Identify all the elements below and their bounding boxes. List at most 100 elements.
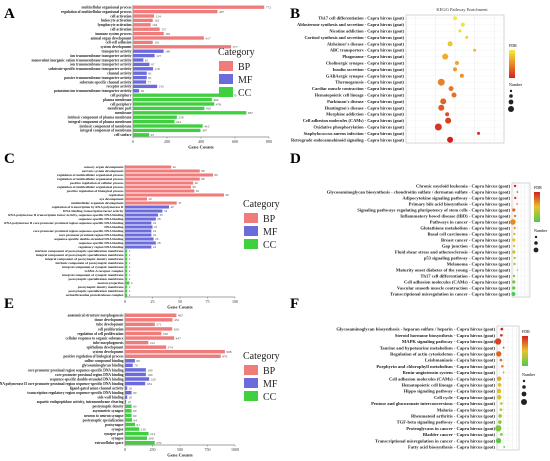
legend-label-cc: CC (263, 392, 277, 403)
pathway-label: Porphyrin and chlorophyll metabolism - C… (376, 364, 495, 369)
enrichment-dot (499, 408, 503, 412)
bar-mf (133, 80, 147, 84)
pathway-label: Taurine and hypotaurine metabolism - Cap… (380, 345, 496, 350)
enrichment-dot (438, 104, 445, 111)
bar-label: anatomical structure morphogenesis (68, 314, 124, 318)
bar-value-label: 212 (150, 341, 155, 345)
bar-value-label: 2 (129, 289, 131, 293)
x-axis-title: Gene Counts (167, 305, 193, 310)
bar-cc (125, 409, 132, 413)
pathway-label: Glycosaminoglycan biosynthesis - chondro… (327, 190, 511, 195)
bar-label: animal organ development (91, 36, 133, 40)
bar-value-label: 200 (149, 437, 154, 441)
size-legend-dot (534, 241, 538, 245)
bar-label: multicellular organismal process (82, 6, 133, 10)
fdr-legend-title-b: FDR (509, 43, 517, 48)
bar-value-label: 40 (171, 205, 175, 209)
enrichment-dot (513, 184, 517, 188)
x-tick-label: 25 (151, 299, 155, 304)
bar-value-label: 62 (195, 181, 199, 185)
bar-mf (133, 62, 150, 67)
enrichment-dot (447, 136, 454, 143)
bar-cc (125, 253, 128, 257)
bar-label: asymmetric synapse (93, 409, 124, 413)
bar-label: intrinsic component of postsynaptic spec… (35, 249, 124, 253)
bar-bp (125, 313, 177, 318)
bar-bp (133, 45, 232, 49)
size-legend-dot (522, 379, 526, 383)
panel-label-d: D (290, 151, 301, 167)
fdr-colorbar-d (534, 192, 540, 222)
legend-label-mf: MF (263, 227, 278, 238)
pathway-label: Cell adhesion molecules (CAMs) - Capra h… (389, 376, 495, 381)
pathway-label: Alzheimer's disease - Capra hircus (goat… (327, 41, 405, 46)
pathway-label: Fatty acid biosynthesis - Capra hircus (… (408, 445, 495, 450)
bar-value-label: 30 (160, 213, 164, 217)
pathway-label: Aldosterone synthesis and secretion - Ca… (297, 22, 404, 27)
bar-value-label: 467 (178, 314, 183, 318)
bar-mf (125, 217, 156, 221)
bar-bp (125, 185, 191, 189)
bar-label: integral component of postsynaptic densi… (45, 257, 124, 261)
bar-mf (125, 377, 150, 381)
bar-cc (133, 128, 201, 133)
bar-label: ion transmembrane transporter activity (70, 54, 131, 58)
category-legend-c: Category BP MF CC (243, 199, 280, 251)
bar-bp (125, 354, 221, 358)
go-bar-chart-a: multicellular organismal process 772 regul… (31, 5, 272, 150)
enrichment-dot (513, 232, 516, 236)
pathway-label: Cell cycle - Capra hircus (goat) (434, 395, 495, 400)
pathway-label: Pathways in cancer - Capra hircus (goat) (430, 220, 511, 225)
category-legend-a: Category BP MF CC (218, 47, 255, 99)
bar-cc (125, 285, 128, 289)
pathway-label: Steroid hormone biosynthesis - Capra hir… (395, 333, 496, 338)
bar-mf (125, 221, 152, 225)
legend-swatch-cc (244, 391, 258, 401)
bar-label: substrate-specific channel activity (80, 80, 132, 84)
fdr-legend-title-d: FDR (534, 185, 542, 190)
pathway-label: Staphylococcus aureus infection - Capra … (304, 131, 405, 136)
enrichment-dot (497, 383, 502, 387)
bar-value-label: 4 (131, 281, 133, 285)
bar-value-label: 20 (149, 197, 153, 201)
enrichment-dot (448, 86, 454, 92)
bar-label: neuron projection (98, 281, 124, 285)
bar-mf (125, 225, 153, 229)
bar-label: eye development (99, 197, 124, 201)
pathway-label: Huntington's disease - Capra hircus (goa… (325, 105, 405, 110)
legend-label-mf: MF (263, 379, 278, 390)
bar-label: positive regulation of biological proces… (63, 355, 124, 359)
bar-value-label: 220 (151, 377, 156, 381)
bar-label: postsynaptic density membrane (78, 285, 124, 289)
enrichment-dot (503, 446, 506, 448)
bar-bp (133, 27, 160, 31)
bar-value-label: 420 (206, 107, 211, 111)
bar-label: sulfur compound binding (85, 359, 124, 363)
pathway-label: ABC transporters - Capra hircus (goat) (330, 48, 405, 53)
bar-label: core promoter proximal region DNA bindin… (55, 373, 124, 377)
pathway-label: Fluid shear stress and atherosclerosis -… (395, 250, 511, 255)
bar-cc (125, 431, 149, 436)
enrichment-dot (512, 250, 516, 254)
bar-mf (125, 381, 146, 386)
bar-cc (125, 249, 128, 253)
pathway-label: MAPK signaling pathway - Capra hircus (g… (402, 339, 496, 344)
bar-bp (125, 193, 224, 197)
bar-bp (133, 5, 265, 9)
bar-cc (125, 440, 155, 445)
bar-value-label: 97 (151, 63, 155, 67)
enrichment-dot (477, 131, 481, 135)
bar-label: ligand-gated anion channel activity (70, 386, 124, 390)
x-tick-label: 400 (198, 139, 204, 144)
enrichment-dot (495, 438, 502, 444)
bar-value-label: 130 (141, 427, 146, 431)
bar-label: lymphocyte activation (98, 23, 132, 27)
pathway-label: Insulin secretion - Capra hircus (goat) (333, 67, 405, 72)
enrichment-dot (445, 112, 450, 117)
pathway-label: TGF-beta signaling pathway - Capra hircu… (397, 420, 496, 425)
bar-bp (125, 169, 200, 173)
bar-value-label: 478 (216, 102, 221, 106)
bar-mf (133, 67, 154, 71)
x-axis-title: Gene Counts (188, 145, 214, 150)
bar-label: synapse (112, 437, 124, 441)
